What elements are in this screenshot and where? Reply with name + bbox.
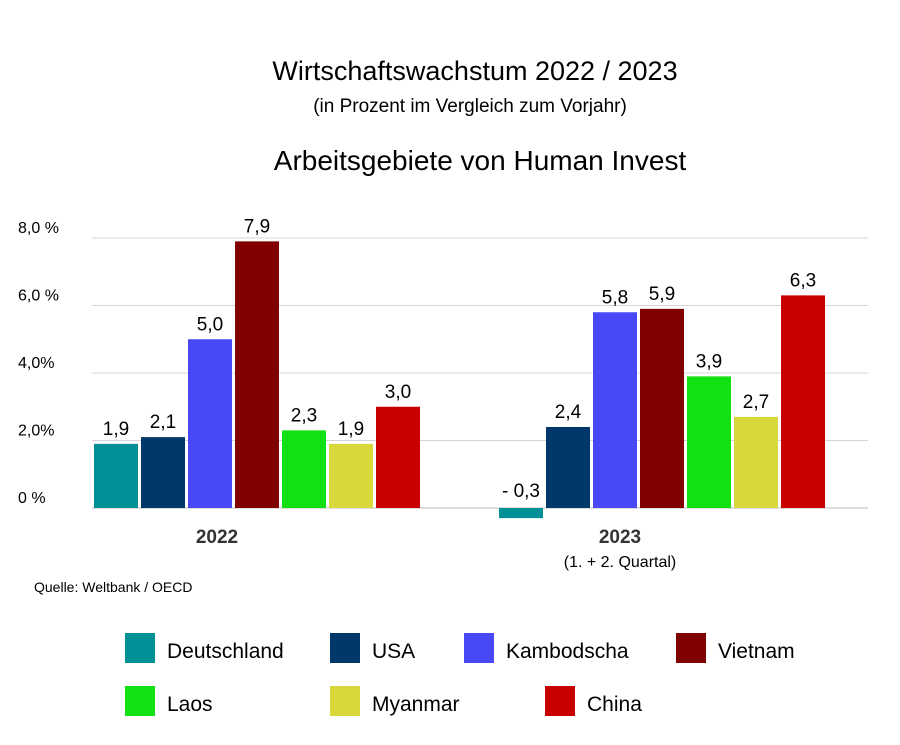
source-note: Quelle: Weltbank / OECD: [34, 579, 193, 595]
data-label: - 0,3: [502, 481, 540, 502]
data-label: 2,3: [291, 405, 317, 426]
bar: [376, 406, 420, 508]
data-label: 2,4: [555, 402, 582, 423]
legend-swatch: [330, 633, 360, 663]
bar: [546, 427, 590, 508]
legend-label: USA: [372, 640, 416, 663]
bar: [640, 308, 684, 508]
legend-label: Vietnam: [718, 640, 795, 663]
bar: [282, 430, 326, 508]
y-tick-label: 8,0 %: [18, 220, 59, 237]
x-category-label: 2023: [599, 527, 641, 548]
bar: [781, 295, 825, 508]
y-tick-label: 0 %: [18, 490, 46, 507]
legend-label: Kambodscha: [506, 640, 629, 663]
chart-subtitle: (in Prozent im Vergleich zum Vorjahr): [313, 96, 627, 117]
data-label: 6,3: [790, 270, 816, 291]
legend-label: Laos: [167, 693, 213, 716]
data-label: 5,9: [649, 284, 675, 305]
y-tick-label: 4,0%: [18, 355, 54, 372]
bar: [499, 508, 543, 519]
bar: [734, 416, 778, 508]
legend-label: China: [587, 693, 642, 716]
data-label: 7,9: [244, 216, 270, 237]
bar: [141, 437, 185, 508]
bar: [94, 443, 138, 508]
bar: [188, 339, 232, 508]
data-label: 5,0: [197, 314, 223, 335]
bar: [687, 376, 731, 508]
data-label: 1,9: [103, 419, 129, 440]
x-category-label: 2022: [196, 527, 238, 548]
bar: [593, 312, 637, 508]
legend-swatch: [125, 633, 155, 663]
x-category-note: (1. + 2. Quartal): [564, 554, 677, 571]
legend-label: Myanmar: [372, 693, 460, 716]
chart-heading: Arbeitsgebiete von Human Invest: [273, 145, 687, 176]
y-tick-label: 6,0 %: [18, 288, 59, 305]
chart-title: Wirtschaftswachstum 2022 / 2023: [272, 56, 678, 86]
legend-swatch: [330, 686, 360, 716]
legend-label: Deutschland: [167, 640, 284, 663]
data-label: 3,9: [696, 351, 722, 372]
data-label: 1,9: [338, 419, 364, 440]
data-label: 3,0: [385, 382, 411, 403]
legend-swatch: [676, 633, 706, 663]
legend-swatch: [125, 686, 155, 716]
bar: [235, 241, 279, 508]
bar: [329, 443, 373, 508]
data-label: 5,8: [602, 287, 628, 308]
y-tick-label: 2,0%: [18, 423, 54, 440]
data-label: 2,1: [150, 412, 176, 433]
legend-swatch: [545, 686, 575, 716]
data-label: 2,7: [743, 392, 769, 413]
legend-swatch: [464, 633, 494, 663]
